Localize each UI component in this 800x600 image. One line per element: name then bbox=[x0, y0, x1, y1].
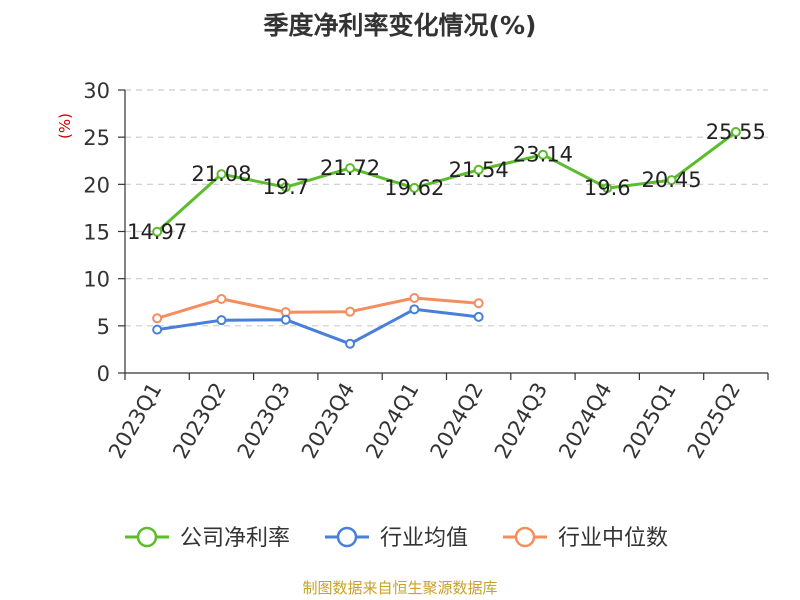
x-tick-label: 2025Q1 bbox=[618, 379, 680, 463]
data-point[interactable] bbox=[409, 304, 420, 315]
y-axis-label: (%) bbox=[56, 113, 74, 139]
grid-lines bbox=[125, 89, 768, 327]
data-point[interactable] bbox=[473, 164, 484, 175]
data-label: 23.14 bbox=[513, 143, 573, 167]
legend-item[interactable]: 行业均值 bbox=[325, 526, 468, 551]
legend-marker bbox=[514, 526, 536, 548]
legend-label: 行业均值 bbox=[380, 526, 468, 551]
data-point[interactable] bbox=[730, 126, 741, 137]
data-label: 21.54 bbox=[449, 158, 509, 182]
x-tick-label: 2024Q2 bbox=[426, 379, 488, 463]
data-point[interactable] bbox=[345, 163, 356, 174]
data-label: 25.55 bbox=[706, 120, 766, 144]
data-label: 21.08 bbox=[191, 162, 251, 186]
x-tick-label: 2023Q2 bbox=[168, 379, 230, 463]
data-point[interactable] bbox=[280, 314, 291, 325]
data-label: 19.6 bbox=[584, 176, 631, 200]
data-source-note: 制图数据来自恒生聚源数据库 bbox=[302, 579, 498, 597]
data-point[interactable] bbox=[473, 298, 484, 309]
data-point[interactable] bbox=[409, 182, 420, 193]
legend-item[interactable]: 公司净利率 bbox=[125, 526, 290, 551]
chart-title: 季度净利率变化情况(%) bbox=[263, 11, 537, 40]
series bbox=[152, 126, 741, 349]
y-tick-label: 20 bbox=[83, 173, 110, 197]
data-point[interactable] bbox=[409, 293, 420, 304]
legend-marker bbox=[136, 526, 158, 548]
data-point[interactable] bbox=[345, 306, 356, 317]
y-tick-label: 15 bbox=[83, 221, 110, 245]
data-point[interactable] bbox=[537, 149, 548, 160]
legend-label: 公司净利率 bbox=[180, 526, 290, 551]
x-tick-label: 2025Q2 bbox=[683, 379, 745, 463]
legend-label: 行业中位数 bbox=[558, 526, 668, 551]
y-tick-label: 5 bbox=[97, 315, 110, 339]
legend[interactable]: 公司净利率 行业均值 行业中位数 bbox=[125, 526, 668, 551]
x-tick-label: 2023Q4 bbox=[297, 379, 359, 463]
x-tick-label: 2023Q3 bbox=[233, 379, 295, 463]
data-point[interactable] bbox=[602, 183, 613, 194]
data-point[interactable] bbox=[473, 311, 484, 322]
data-point[interactable] bbox=[216, 169, 227, 180]
x-tick-label: 2024Q4 bbox=[554, 379, 616, 463]
legend-marker bbox=[336, 526, 358, 548]
data-label: 14.97 bbox=[127, 220, 187, 244]
x-tick-label: 2024Q1 bbox=[361, 379, 423, 463]
y-tick-label: 30 bbox=[83, 79, 110, 103]
data-point[interactable] bbox=[152, 313, 163, 324]
y-tick-label: 0 bbox=[97, 362, 110, 386]
data-point[interactable] bbox=[280, 182, 291, 193]
y-tick-label: 10 bbox=[83, 268, 110, 292]
y-tick-label: 25 bbox=[83, 126, 110, 150]
data-label: 19.62 bbox=[384, 176, 444, 200]
legend-item[interactable]: 行业中位数 bbox=[503, 526, 668, 551]
data-point[interactable] bbox=[152, 226, 163, 237]
data-label: 21.72 bbox=[320, 156, 380, 180]
series-line bbox=[156, 130, 737, 233]
data-point[interactable] bbox=[666, 175, 677, 186]
data-point[interactable] bbox=[152, 324, 163, 335]
series-line bbox=[156, 307, 479, 346]
data-label: 19.7 bbox=[262, 175, 309, 199]
x-tick-label: 2024Q3 bbox=[490, 379, 552, 463]
x-tick-label: 2023Q1 bbox=[104, 379, 166, 463]
series-line bbox=[156, 296, 479, 320]
data-point[interactable] bbox=[345, 338, 356, 349]
data-point[interactable] bbox=[216, 293, 227, 304]
data-label: 20.45 bbox=[641, 168, 701, 192]
data-point[interactable] bbox=[216, 315, 227, 326]
